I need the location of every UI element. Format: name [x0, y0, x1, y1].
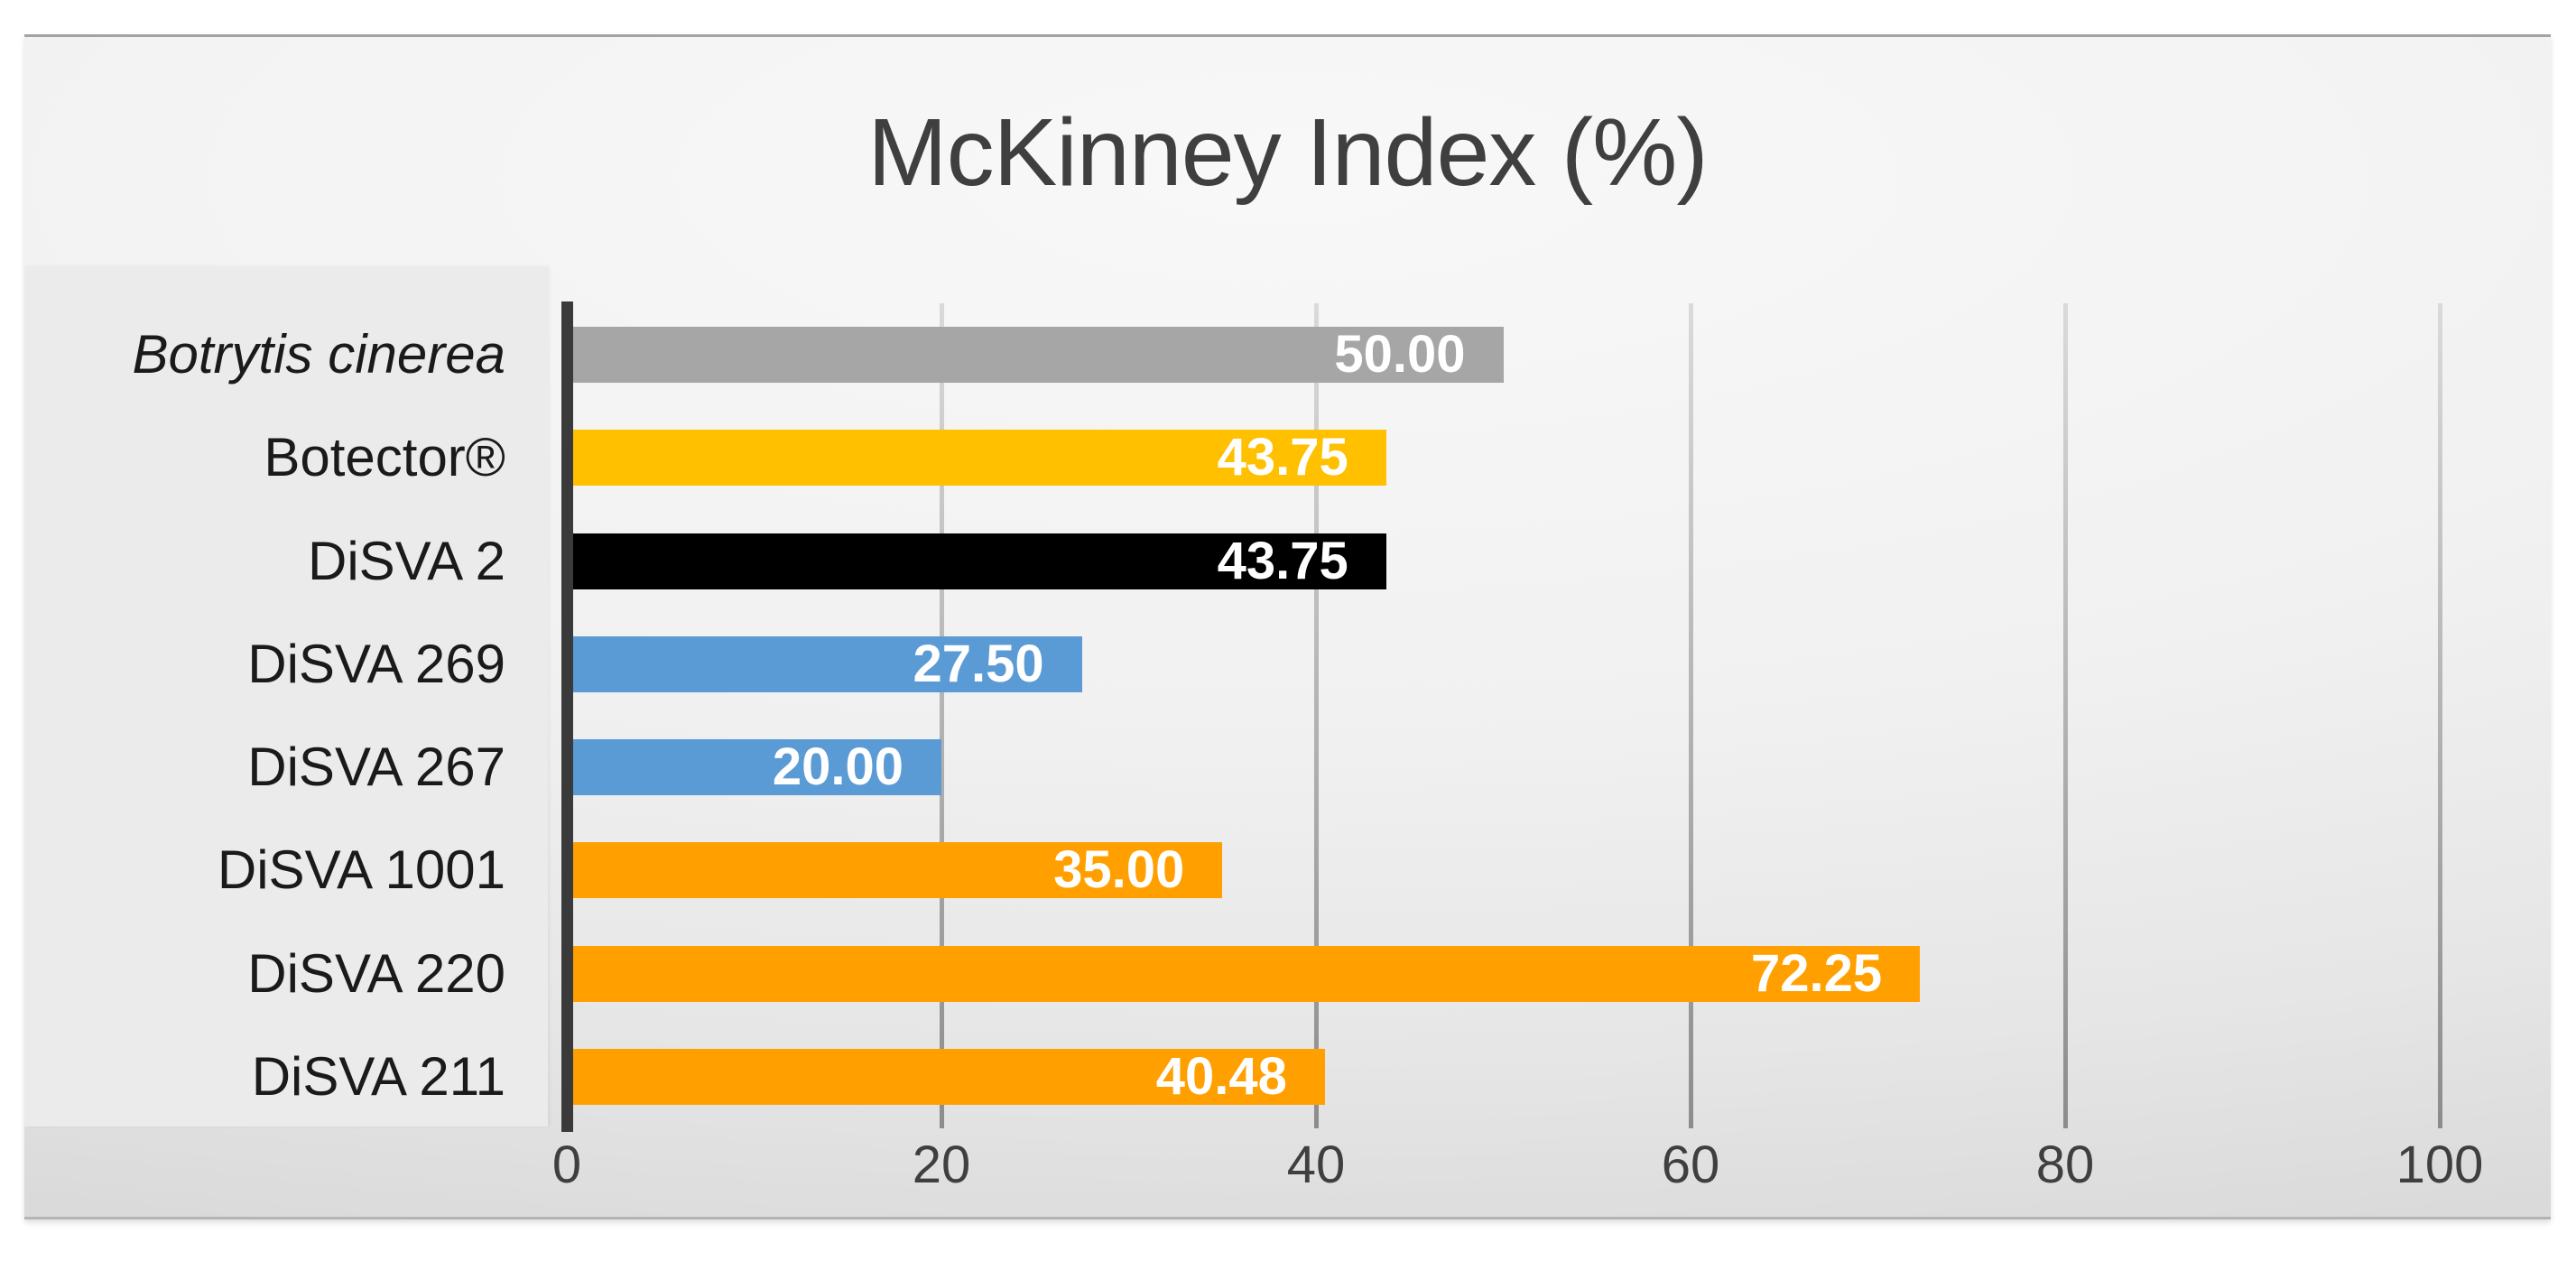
bar-value-label: 20.00 [772, 737, 903, 797]
bar: 72.25 [572, 943, 1921, 1003]
bar: 35.00 [572, 840, 1223, 900]
bar: 50.00 [572, 325, 1504, 385]
chart-panel: McKinney Index (%) Botrytis cinerea 50.00… [24, 34, 2551, 1219]
x-tick-label: 80 [2035, 1136, 2095, 1194]
bar: 43.75 [572, 428, 1386, 487]
bar-value-label: 40.48 [1155, 1046, 1287, 1106]
bar-value-label: 50.00 [1334, 325, 1466, 385]
gridline-100 [2438, 303, 2442, 1128]
category-label: DiSVA 211 [251, 1045, 505, 1107]
bar-value-label: 43.75 [1217, 531, 1348, 590]
category-label: DiSVA 2 [308, 530, 505, 591]
bar: 20.00 [572, 737, 941, 797]
gridline-80 [2063, 303, 2068, 1128]
x-tick-label: 40 [1286, 1136, 1346, 1194]
category-label: Botector® [264, 427, 505, 488]
category-label: DiSVA 269 [247, 633, 505, 694]
bar: 40.48 [572, 1046, 1325, 1106]
category-label: DiSVA 267 [247, 737, 505, 797]
bar: 43.75 [572, 533, 1386, 589]
gridline-40 [1314, 303, 1319, 1128]
x-tick-label: 20 [912, 1136, 971, 1194]
bar-value-label: 72.25 [1751, 943, 1883, 1003]
y-axis-line [561, 301, 573, 1132]
category-label: Botrytis cinerea [132, 324, 506, 385]
x-tick-label: 100 [2395, 1136, 2484, 1194]
gridline-60 [1689, 303, 1693, 1128]
category-label: DiSVA 220 [247, 942, 505, 1004]
category-label: DiSVA 1001 [217, 839, 505, 901]
plot-area [548, 303, 2525, 1128]
category-axis-backdrop [24, 266, 548, 1127]
x-tick-label: 0 [551, 1136, 582, 1194]
bar-value-label: 35.00 [1053, 840, 1185, 900]
x-tick-label: 60 [1661, 1136, 1720, 1194]
gridline-20 [940, 303, 944, 1128]
bar-value-label: 43.75 [1217, 428, 1348, 487]
bar: 27.50 [572, 634, 1082, 693]
chart-title: McKinney Index (%) [867, 99, 1708, 206]
bar-value-label: 27.50 [913, 634, 1044, 693]
